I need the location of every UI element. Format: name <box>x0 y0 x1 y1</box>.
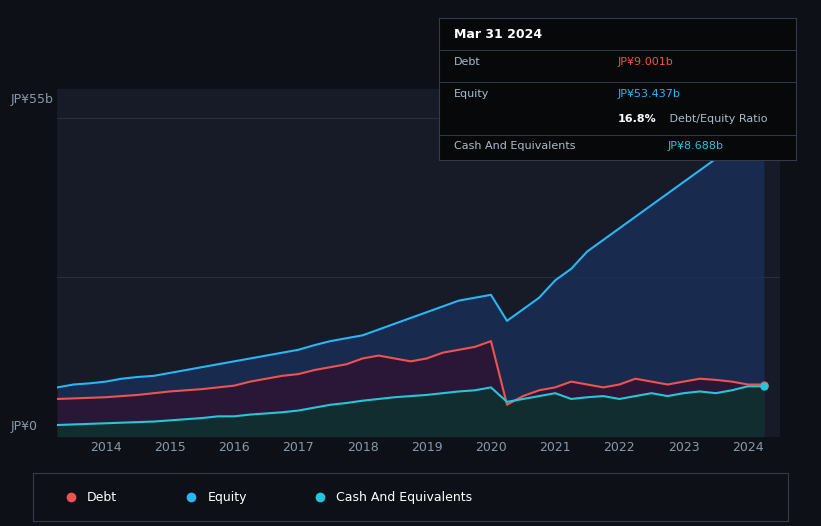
Text: Cash And Equivalents: Cash And Equivalents <box>453 140 575 150</box>
Text: JP¥9.001b: JP¥9.001b <box>618 57 673 67</box>
Text: JP¥8.688b: JP¥8.688b <box>667 140 724 150</box>
Text: Equity: Equity <box>208 491 248 503</box>
Text: Mar 31 2024: Mar 31 2024 <box>453 28 542 42</box>
Text: Equity: Equity <box>453 89 488 99</box>
Text: JP¥53.437b: JP¥53.437b <box>618 89 681 99</box>
Text: JP¥0: JP¥0 <box>11 420 38 433</box>
Text: Cash And Equivalents: Cash And Equivalents <box>337 491 473 503</box>
Text: 16.8%: 16.8% <box>618 114 657 124</box>
Text: Debt/Equity Ratio: Debt/Equity Ratio <box>666 114 768 124</box>
Text: Debt: Debt <box>87 491 117 503</box>
Text: JP¥55b: JP¥55b <box>11 93 53 106</box>
Text: Debt: Debt <box>453 57 480 67</box>
